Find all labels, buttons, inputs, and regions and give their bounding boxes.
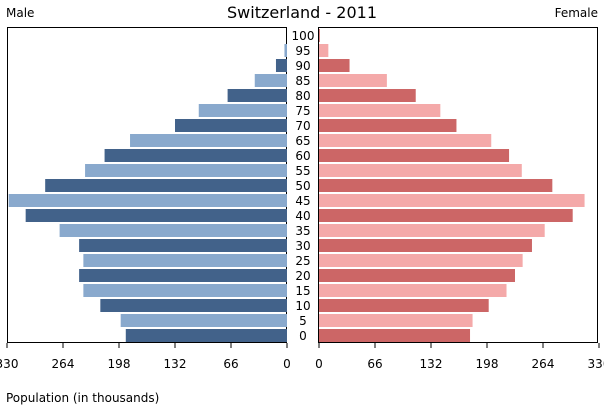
female-bar-55: [319, 164, 522, 177]
chart-title: Switzerland - 2011: [227, 3, 377, 22]
male-bar-20: [79, 269, 287, 282]
female-plot-frame: [318, 27, 598, 343]
male-tick-label-132: 132: [164, 357, 187, 371]
female-bar-70: [319, 119, 457, 132]
male-bars: [8, 44, 288, 342]
female-bar-40: [319, 209, 573, 222]
female-tick-label-330: 330: [588, 357, 604, 371]
age-label-15: 15: [295, 284, 310, 298]
age-label-100: 100: [292, 29, 315, 43]
male-bar-55: [85, 164, 287, 177]
male-bar-30: [79, 239, 287, 252]
age-label-60: 60: [295, 149, 310, 163]
male-tick-label-0: 0: [283, 357, 291, 371]
age-label-90: 90: [295, 59, 310, 73]
male-tick-label-330: 330: [0, 357, 18, 371]
female-bar-85: [319, 74, 387, 87]
age-label-30: 30: [295, 239, 310, 253]
male-bar-10: [100, 299, 287, 312]
male-tick-label-66: 66: [223, 357, 238, 371]
male-bar-80: [227, 89, 287, 102]
age-labels: 0510152025303540455055606570758085909510…: [292, 29, 315, 343]
age-label-20: 20: [295, 269, 310, 283]
female-bar-80: [319, 89, 416, 102]
age-label-25: 25: [295, 254, 310, 268]
female-bar-30: [319, 239, 532, 252]
age-label-85: 85: [295, 74, 310, 88]
age-label-5: 5: [299, 314, 307, 328]
female-bar-90: [319, 59, 350, 72]
female-bar-0: [319, 329, 471, 342]
female-bar-10: [319, 299, 489, 312]
male-label: Male: [6, 6, 34, 20]
male-bar-60: [104, 149, 287, 162]
female-bar-15: [319, 284, 507, 297]
age-label-95: 95: [295, 44, 310, 58]
age-label-55: 55: [295, 164, 310, 178]
male-bar-35: [59, 224, 287, 237]
male-tick-label-198: 198: [108, 357, 131, 371]
female-bars: [319, 29, 585, 342]
female-tick-label-198: 198: [476, 357, 499, 371]
age-label-45: 45: [295, 194, 310, 208]
age-label-70: 70: [295, 119, 310, 133]
male-tick-label-264: 264: [52, 357, 75, 371]
male-bar-15: [83, 284, 287, 297]
age-label-65: 65: [295, 134, 310, 148]
female-tick-label-264: 264: [532, 357, 555, 371]
male-bar-65: [130, 134, 287, 147]
male-bar-50: [45, 179, 287, 192]
age-label-10: 10: [295, 299, 310, 313]
male-bar-45: [8, 194, 288, 207]
age-label-40: 40: [295, 209, 310, 223]
female-bar-35: [319, 224, 545, 237]
male-bar-90: [275, 59, 287, 72]
female-bar-5: [319, 314, 473, 327]
female-bar-65: [319, 134, 492, 147]
male-bar-70: [175, 119, 287, 132]
male-bar-5: [120, 314, 288, 327]
female-bar-75: [319, 104, 441, 117]
male-x-axis: 330 264 198 132 66 0: [0, 343, 291, 371]
female-tick-label-0: 0: [315, 357, 323, 371]
male-bar-25: [83, 254, 287, 267]
female-bar-20: [319, 269, 515, 282]
age-label-50: 50: [295, 179, 310, 193]
female-bar-25: [319, 254, 523, 267]
female-bar-60: [319, 149, 510, 162]
age-label-75: 75: [295, 104, 310, 118]
female-label: Female: [555, 6, 598, 20]
male-bar-85: [254, 74, 287, 87]
female-bar-100: [319, 29, 320, 42]
x-axis-label: Population (in thousands): [6, 391, 159, 405]
female-x-axis: 0 66 132 198 264 330: [315, 343, 604, 371]
female-tick-label-66: 66: [367, 357, 382, 371]
age-label-35: 35: [295, 224, 310, 238]
female-bar-45: [319, 194, 585, 207]
male-bar-95: [284, 44, 287, 57]
female-bar-50: [319, 179, 553, 192]
female-tick-label-132: 132: [420, 357, 443, 371]
male-bar-0: [125, 329, 288, 342]
female-bar-95: [319, 44, 329, 57]
male-bar-75: [198, 104, 287, 117]
age-label-0: 0: [299, 329, 307, 343]
male-bar-40: [25, 209, 288, 222]
age-label-80: 80: [295, 89, 310, 103]
